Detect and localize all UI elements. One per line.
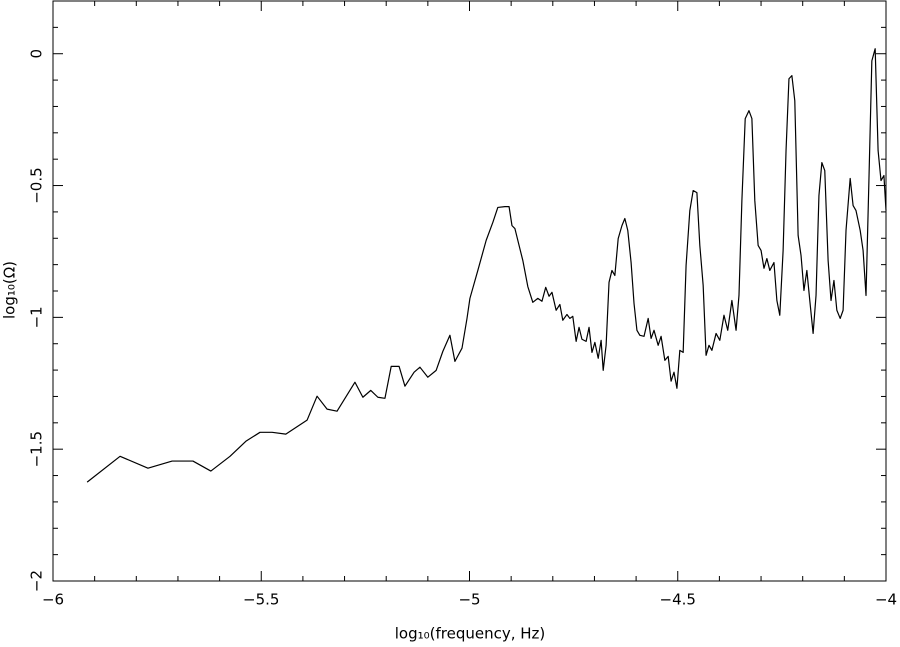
- y-axis-label: log₁₀(Ω): [1, 261, 19, 319]
- y-tick-label: 0: [28, 49, 46, 59]
- x-tick-label: −4.5: [660, 591, 696, 609]
- y-tick-label: −1: [28, 306, 46, 328]
- x-tick-label: −4: [875, 591, 897, 609]
- x-axis-label: log₁₀(frequency, Hz): [395, 625, 546, 643]
- x-tick-label: −5.5: [243, 591, 279, 609]
- y-tick-label: −2: [28, 570, 46, 592]
- plot-frame: [52, 0, 887, 582]
- y-tick-label: −1.5: [28, 431, 46, 467]
- data-line: [86, 48, 887, 483]
- x-tick-label: −5: [458, 591, 480, 609]
- x-tick-label: −6: [42, 591, 64, 609]
- y-tick-label: −0.5: [28, 167, 46, 203]
